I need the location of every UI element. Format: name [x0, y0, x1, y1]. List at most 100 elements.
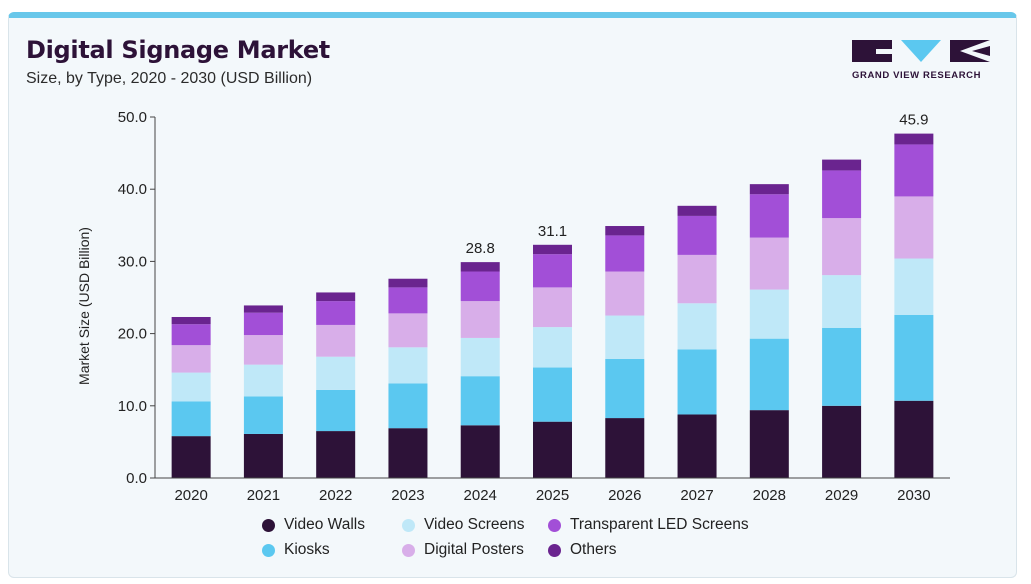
- bar-segment-video-walls-2027: [677, 414, 717, 478]
- bar-segment-video-walls-2029: [822, 405, 862, 478]
- legend-label: Transparent LED Screens: [570, 516, 749, 533]
- logo-notch-right: [960, 40, 990, 62]
- bar-segment-video-walls-2026: [605, 418, 645, 478]
- x-tick-label: 2027: [680, 487, 713, 504]
- bar-segment-others-2024: [460, 262, 500, 272]
- bar-segment-kiosks-2028: [749, 338, 789, 411]
- value-label-2025: 31.1: [538, 223, 567, 240]
- chart-subtitle: Size, by Type, 2020 - 2030 (USD Billion): [26, 70, 313, 87]
- bar-segment-others-2028: [749, 184, 789, 195]
- bar-segment-transparent-led-screens-2023: [388, 287, 428, 314]
- y-tick-label: 50.0: [118, 109, 147, 126]
- bar-segment-digital-posters-2027: [677, 254, 717, 304]
- bar-segment-kiosks-2022: [316, 389, 356, 432]
- value-labels: 28.8 31.1 45.9: [466, 112, 929, 258]
- legend-item-video-walls: Video Walls: [262, 516, 365, 534]
- bar-segment-digital-posters-2022: [316, 324, 356, 357]
- x-tick-label: 2026: [608, 487, 641, 504]
- bar-segment-video-screens-2026: [605, 315, 645, 359]
- bar-segment-others-2020: [171, 316, 211, 325]
- bar-segment-kiosks-2020: [171, 401, 211, 437]
- x-tick-label: 2029: [825, 487, 858, 504]
- bar-segment-video-screens-2028: [749, 289, 789, 339]
- bar-segment-kiosks-2023: [388, 383, 428, 429]
- y-axis: 0.0 10.0 20.0 30.0 40.0 50.0: [118, 109, 156, 487]
- chart-title: Digital Signage Market: [26, 36, 330, 64]
- bar-segment-video-walls-2020: [171, 436, 211, 478]
- bar-segment-others-2026: [605, 226, 645, 236]
- x-tick-label: 2022: [319, 487, 352, 504]
- bar-segment-kiosks-2030: [894, 314, 934, 401]
- bar-segment-others-2030: [894, 133, 934, 145]
- bar-segment-video-screens-2023: [388, 347, 428, 384]
- bar-segment-transparent-led-screens-2025: [533, 254, 572, 288]
- logo-triangle: [901, 40, 941, 62]
- bar-segment-transparent-led-screens-2024: [460, 271, 500, 302]
- bar-segment-transparent-led-screens-2027: [677, 215, 717, 255]
- legend-item-kiosks: Kiosks: [262, 541, 330, 559]
- legend-item-video-screens: Video Screens: [402, 516, 525, 534]
- bar-segment-others-2023: [388, 278, 428, 288]
- bar-segment-transparent-led-screens-2021: [243, 312, 283, 336]
- bar-segment-video-walls-2024: [460, 425, 500, 478]
- bar-segment-video-walls-2028: [749, 410, 789, 478]
- legend-swatch: [548, 518, 561, 532]
- grand-view-research-logo: [852, 40, 990, 62]
- x-tick-label: 2030: [897, 487, 930, 504]
- bar-segment-video-screens-2027: [677, 303, 717, 350]
- bar-segment-transparent-led-screens-2029: [822, 170, 862, 219]
- bar-segment-digital-posters-2025: [533, 287, 572, 328]
- legend-item-transparent-led-screens: Transparent LED Screens: [548, 516, 749, 534]
- x-tick-label: 2024: [464, 487, 497, 504]
- bar-segment-kiosks-2024: [460, 376, 500, 426]
- legend-label: Video Screens: [424, 516, 525, 533]
- y-tick-label: 0.0: [126, 470, 147, 487]
- bar-segment-others-2025: [533, 244, 572, 255]
- bar-segment-digital-posters-2026: [605, 271, 645, 316]
- y-tick-label: 30.0: [118, 253, 147, 270]
- legend-swatch: [262, 518, 275, 532]
- bar-segment-digital-posters-2021: [243, 335, 283, 365]
- bar-segment-video-screens-2022: [316, 356, 356, 390]
- legend-swatch: [548, 543, 561, 557]
- bar-segment-video-walls-2025: [533, 421, 572, 478]
- logo-text: GRAND VIEW RESEARCH: [852, 70, 982, 81]
- bar-segment-kiosks-2025: [533, 367, 572, 422]
- x-tick-label: 2028: [753, 487, 786, 504]
- bar-segment-others-2027: [677, 205, 717, 216]
- logo-notch-left: [876, 49, 892, 54]
- legend-item-digital-posters: Digital Posters: [402, 541, 524, 559]
- legend: Video Walls Video Screens Transparent LED …: [262, 516, 822, 568]
- bar-segment-digital-posters-2023: [388, 313, 428, 348]
- bar-segment-kiosks-2026: [605, 358, 645, 419]
- x-tick-label: 2025: [536, 487, 569, 504]
- bar-segment-video-screens-2021: [243, 364, 283, 397]
- y-tick-label: 10.0: [118, 398, 147, 415]
- bar-segment-digital-posters-2028: [749, 237, 789, 290]
- bar-segment-transparent-led-screens-2028: [749, 194, 789, 238]
- bar-segment-video-screens-2020: [171, 372, 211, 402]
- bar-segment-kiosks-2027: [677, 349, 717, 415]
- bar-segment-video-screens-2025: [533, 327, 572, 368]
- x-axis: 2020 2021 2022 2023 2024 2025 2026 2027 2028 2029…: [155, 477, 950, 504]
- x-tick-label: 2020: [174, 487, 207, 504]
- bar-segment-video-walls-2023: [388, 428, 428, 478]
- legend-label: Digital Posters: [424, 541, 524, 558]
- legend-swatch: [402, 543, 415, 557]
- x-tick-label: 2021: [247, 487, 280, 504]
- bar-segment-video-screens-2029: [822, 275, 862, 328]
- bar-segment-kiosks-2029: [822, 327, 862, 406]
- legend-item-others: Others: [548, 541, 617, 559]
- legend-swatch: [402, 518, 415, 532]
- bar-segment-others-2022: [316, 292, 356, 302]
- bar-segment-video-walls-2021: [243, 433, 283, 478]
- legend-label: Others: [570, 541, 617, 558]
- bar-segment-digital-posters-2029: [822, 218, 862, 276]
- y-axis-title: Market Size (USD Billion): [76, 227, 92, 385]
- bar-segment-digital-posters-2030: [894, 196, 934, 259]
- bar-segment-video-screens-2024: [460, 337, 500, 377]
- bar-segment-video-walls-2030: [894, 400, 934, 478]
- value-label-2030: 45.9: [899, 112, 928, 129]
- bar-segment-transparent-led-screens-2020: [171, 324, 211, 346]
- bar-segment-kiosks-2021: [243, 396, 283, 434]
